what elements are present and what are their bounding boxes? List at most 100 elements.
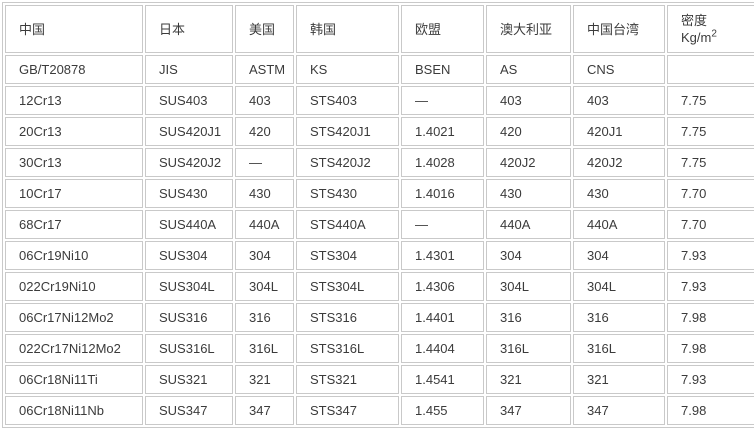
grade-cell: 440A (235, 210, 294, 239)
grade-cell: 420J2 (486, 148, 571, 177)
grade-cell: 304 (486, 241, 571, 270)
standard-korea: KS (296, 55, 399, 84)
grade-cell: SUS403 (145, 86, 233, 115)
grade-cell: 1.4021 (401, 117, 484, 146)
grade-cell: 316L (235, 334, 294, 363)
grade-cell: STS347 (296, 396, 399, 425)
standard-density-empty (667, 55, 754, 84)
grade-cell: 304L (573, 272, 665, 301)
grade-cell: STS420J1 (296, 117, 399, 146)
header-row: 中国 日本 美国 韩国 欧盟 澳大利亚 中国台湾 密度 Kg/m2 (5, 5, 754, 53)
density-exponent: 2 (711, 28, 717, 40)
grade-cell: 347 (235, 396, 294, 425)
grade-cell: 316 (486, 303, 571, 332)
density-cell: 7.98 (667, 303, 754, 332)
standard-taiwan: CNS (573, 55, 665, 84)
grade-cell: 06Cr19Ni10 (5, 241, 143, 270)
header-eu: 欧盟 (401, 5, 484, 53)
grade-cell: 403 (486, 86, 571, 115)
grade-cell: 1.4401 (401, 303, 484, 332)
grade-cell: 420J2 (573, 148, 665, 177)
grade-cell: 420 (486, 117, 571, 146)
header-australia: 澳大利亚 (486, 5, 571, 53)
grade-cell: 06Cr18Ni11Nb (5, 396, 143, 425)
grade-cell: 347 (573, 396, 665, 425)
grade-cell: 1.4541 (401, 365, 484, 394)
grade-cell: 304L (235, 272, 294, 301)
standard-china: GB/T20878 (5, 55, 143, 84)
header-usa: 美国 (235, 5, 294, 53)
grade-cell: 316 (235, 303, 294, 332)
grade-cell: 430 (573, 179, 665, 208)
grade-cell: 316 (573, 303, 665, 332)
grade-cell: 430 (486, 179, 571, 208)
density-label: 密度 (681, 13, 708, 28)
table-row: 06Cr19Ni10 SUS304 304 STS304 1.4301 304 … (5, 241, 754, 270)
grade-cell: 1.4306 (401, 272, 484, 301)
density-cell: 7.93 (667, 365, 754, 394)
table-row: 68Cr17 SUS440A 440A STS440A — 440A 440A … (5, 210, 754, 239)
grade-cell: STS316L (296, 334, 399, 363)
grade-cell: SUS316 (145, 303, 233, 332)
table-row: 022Cr19Ni10 SUS304L 304L STS304L 1.4306 … (5, 272, 754, 301)
grade-cell: 316L (486, 334, 571, 363)
grade-cell: 420 (235, 117, 294, 146)
table-row: 30Cr13 SUS420J2 — STS420J2 1.4028 420J2 … (5, 148, 754, 177)
density-cell: 7.98 (667, 334, 754, 363)
grade-cell: STS440A (296, 210, 399, 239)
table-row: 06Cr17Ni12Mo2 SUS316 316 STS316 1.4401 3… (5, 303, 754, 332)
density-cell: 7.75 (667, 86, 754, 115)
grade-cell: 347 (486, 396, 571, 425)
header-korea: 韩国 (296, 5, 399, 53)
grade-cell: STS304L (296, 272, 399, 301)
grade-cell: 20Cr13 (5, 117, 143, 146)
grade-cell: SUS440A (145, 210, 233, 239)
grade-cell: 430 (235, 179, 294, 208)
standard-usa: ASTM (235, 55, 294, 84)
grade-cell: 1.4016 (401, 179, 484, 208)
grade-cell: 12Cr13 (5, 86, 143, 115)
grade-cell: 1.455 (401, 396, 484, 425)
grade-cell: SUS321 (145, 365, 233, 394)
grade-cell: SUS304L (145, 272, 233, 301)
density-cell: 7.93 (667, 241, 754, 270)
grade-cell: 30Cr13 (5, 148, 143, 177)
density-cell: 7.70 (667, 210, 754, 239)
steel-grade-comparison-table: 中国 日本 美国 韩国 欧盟 澳大利亚 中国台湾 密度 Kg/m2 GB/T208… (2, 2, 754, 428)
standard-australia: AS (486, 55, 571, 84)
density-cell: 7.93 (667, 272, 754, 301)
grade-cell: 304L (486, 272, 571, 301)
grade-cell: STS403 (296, 86, 399, 115)
grade-cell: SUS347 (145, 396, 233, 425)
grade-cell: — (401, 86, 484, 115)
grade-cell: 440A (486, 210, 571, 239)
grade-cell: STS420J2 (296, 148, 399, 177)
grade-cell: — (235, 148, 294, 177)
grade-cell: 403 (573, 86, 665, 115)
table-row: 20Cr13 SUS420J1 420 STS420J1 1.4021 420 … (5, 117, 754, 146)
grade-cell: — (401, 210, 484, 239)
table-row: 06Cr18Ni11Nb SUS347 347 STS347 1.455 347… (5, 396, 754, 425)
grade-cell: 06Cr17Ni12Mo2 (5, 303, 143, 332)
density-cell: 7.98 (667, 396, 754, 425)
standard-japan: JIS (145, 55, 233, 84)
grade-cell: 321 (235, 365, 294, 394)
grade-cell: 06Cr18Ni11Ti (5, 365, 143, 394)
header-japan: 日本 (145, 5, 233, 53)
table-row: 022Cr17Ni12Mo2 SUS316L 316L STS316L 1.44… (5, 334, 754, 363)
grade-cell: 68Cr17 (5, 210, 143, 239)
grade-cell: SUS316L (145, 334, 233, 363)
header-density: 密度 Kg/m2 (667, 5, 754, 53)
header-china: 中国 (5, 5, 143, 53)
grade-cell: 10Cr17 (5, 179, 143, 208)
standard-eu: BSEN (401, 55, 484, 84)
grade-cell: 1.4028 (401, 148, 484, 177)
grade-cell: SUS430 (145, 179, 233, 208)
grade-cell: 321 (486, 365, 571, 394)
density-unit: Kg/m (681, 30, 712, 45)
header-taiwan: 中国台湾 (573, 5, 665, 53)
density-cell: 7.75 (667, 117, 754, 146)
grade-cell: 403 (235, 86, 294, 115)
table-row: 10Cr17 SUS430 430 STS430 1.4016 430 430 … (5, 179, 754, 208)
grade-cell: 420J1 (573, 117, 665, 146)
